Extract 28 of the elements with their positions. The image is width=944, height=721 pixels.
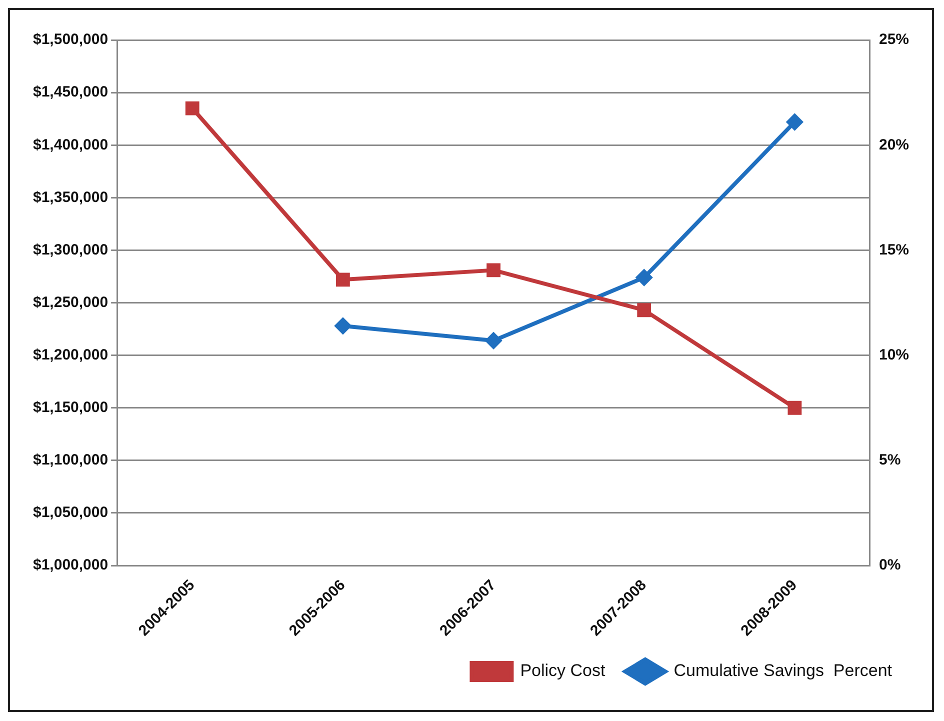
point [336, 272, 350, 287]
y2-tick-label: 20% [878, 136, 910, 154]
y-tick-label: $1,100,000 [32, 452, 108, 469]
point [636, 270, 652, 286]
point [486, 332, 502, 349]
y-tick-label: $1,050,000 [32, 504, 108, 522]
y-tick-label: $1,150,000 [32, 399, 108, 416]
point [486, 263, 500, 278]
y-tick-label: $1,450,000 [32, 84, 108, 101]
point [334, 318, 351, 334]
y2-tick-label: 5% [878, 452, 901, 469]
point [185, 101, 200, 116]
y-tick-label: $1,000,000 [32, 556, 108, 574]
point [637, 303, 652, 318]
y-tick-label: $1,250,000 [32, 294, 108, 311]
legend-label: Policy Cost [520, 661, 606, 680]
y2-tick-label: 25% [878, 31, 910, 48]
y-tick-label: $1,350,000 [32, 188, 108, 206]
point [786, 114, 803, 130]
point [788, 400, 802, 415]
legend-label: Cumulative Savings Percent [674, 661, 892, 680]
y-tick-label: $1,500,000 [32, 31, 108, 48]
y2-tick-label: 10% [878, 346, 910, 364]
y-tick-label: $1,300,000 [32, 241, 108, 258]
y-tick-label: $1,400,000 [32, 136, 108, 154]
y2-tick-label: 15% [878, 241, 910, 258]
y-tick-label: $1,200,000 [32, 346, 108, 364]
y2-tick-label: 0% [878, 556, 901, 574]
